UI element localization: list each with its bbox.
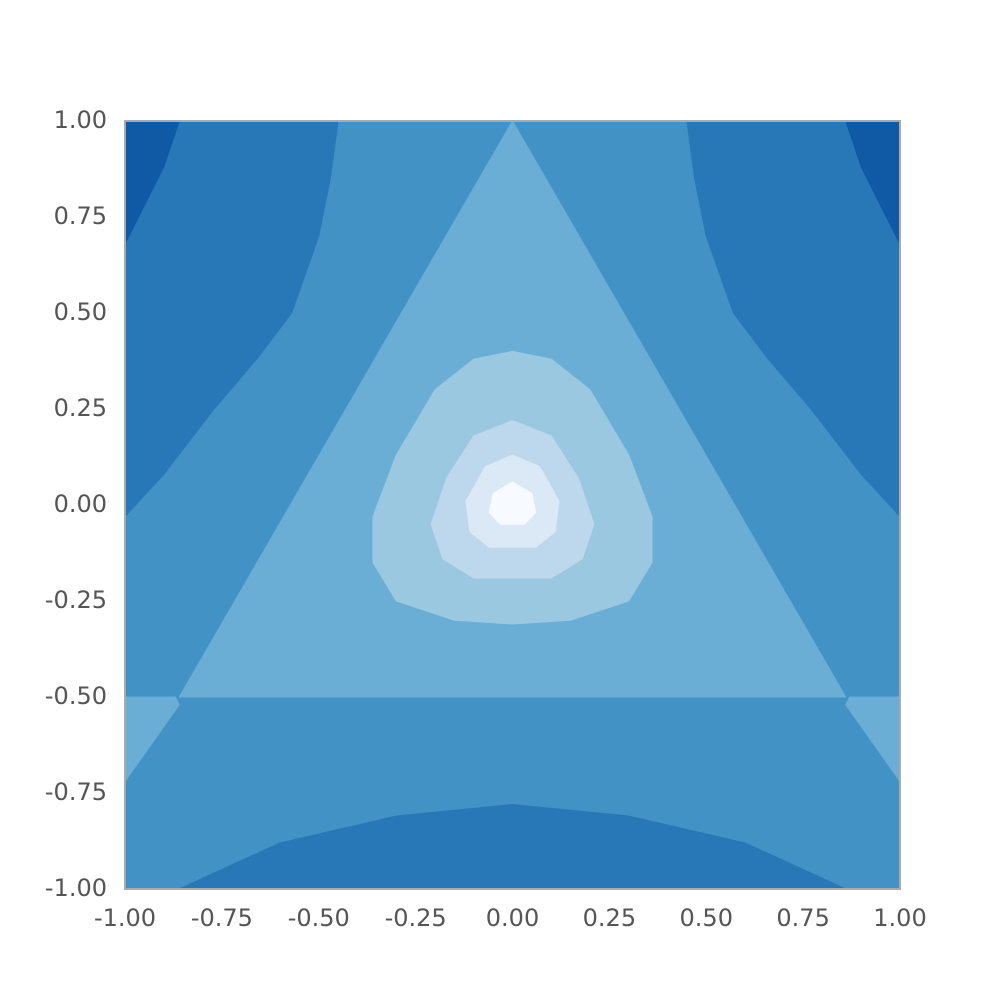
y-tick-label: 0.25	[54, 394, 107, 422]
y-tick-label: 0.50	[54, 298, 107, 326]
plot-frame	[124, 120, 901, 890]
contour-region	[845, 696, 900, 783]
y-tick-label: -1.00	[45, 874, 107, 902]
contour-region	[125, 696, 180, 783]
x-tick-label: 0.50	[680, 904, 733, 932]
contour-region	[686, 121, 900, 518]
y-tick-label: 1.00	[54, 106, 107, 134]
x-tick-label: 1.00	[873, 904, 926, 932]
x-tick-label: 0.25	[583, 904, 636, 932]
x-tick-label: -1.00	[94, 904, 156, 932]
x-tick-label: -0.50	[288, 904, 350, 932]
contour-region	[845, 121, 900, 245]
y-tick-label: -0.75	[45, 778, 107, 806]
contour-region	[125, 121, 339, 518]
contour-region	[488, 481, 537, 525]
y-tick-label: 0.00	[54, 490, 107, 518]
x-tick-label: -0.25	[385, 904, 447, 932]
contour-region	[179, 804, 846, 889]
x-tick-label: 0.75	[776, 904, 829, 932]
y-tick-label: -0.50	[45, 682, 107, 710]
y-tick-label: -0.25	[45, 586, 107, 614]
x-tick-label: 0.00	[486, 904, 539, 932]
x-tick-label: -0.75	[191, 904, 253, 932]
y-tick-label: 0.75	[54, 202, 107, 230]
contour-region	[125, 121, 180, 245]
